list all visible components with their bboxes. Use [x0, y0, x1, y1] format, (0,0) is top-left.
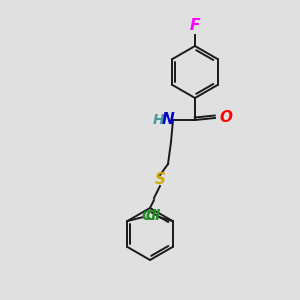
- Text: N: N: [162, 112, 174, 128]
- Text: H: H: [153, 113, 165, 127]
- Text: Cl: Cl: [142, 209, 157, 223]
- Text: O: O: [219, 110, 232, 125]
- Text: S: S: [154, 172, 166, 188]
- Text: F: F: [190, 18, 200, 33]
- Text: Cl: Cl: [146, 209, 160, 223]
